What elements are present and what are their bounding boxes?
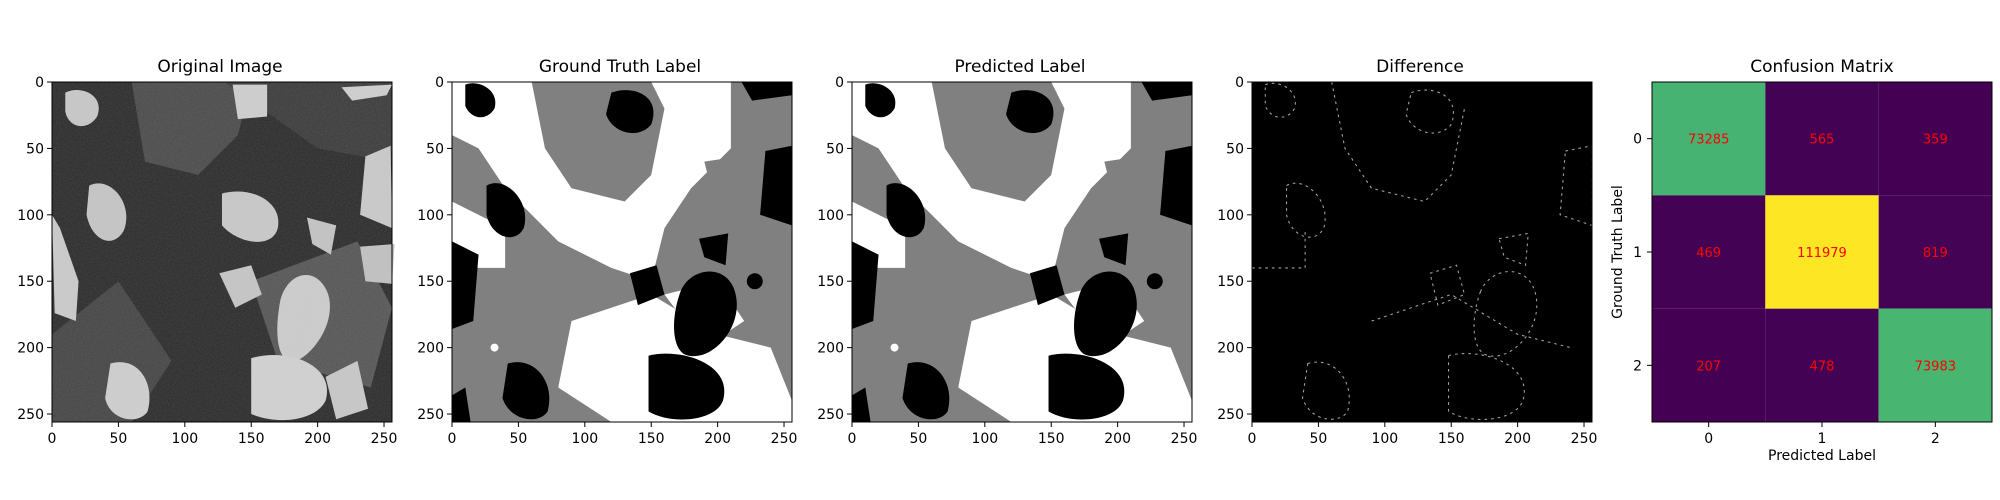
cell-value-label: 73983 <box>1915 359 1956 374</box>
cell-value-label: 469 <box>1696 246 1721 261</box>
y-tick-label: 150 <box>817 274 844 290</box>
x-tick-label: 1 <box>1818 431 1827 447</box>
x-tick-label: 200 <box>1104 431 1131 447</box>
x-tick-label: 150 <box>638 431 665 447</box>
y-tick-label: 0 <box>1235 75 1244 91</box>
heatmap-cell <box>1765 308 1879 422</box>
x-tick-label: 250 <box>1571 431 1598 447</box>
cell-value-label: 73285 <box>1688 133 1729 148</box>
y-tick-label: 250 <box>817 407 844 423</box>
y-tick-label: 0 <box>1633 132 1642 148</box>
y-tick-label: 100 <box>1217 208 1244 224</box>
panel-title-difference: Difference <box>1376 57 1464 77</box>
original-frame <box>51 81 393 423</box>
cell-value-label: 359 <box>1923 133 1948 148</box>
cell-value-label: 478 <box>1810 359 1835 374</box>
y-tick-label: 200 <box>817 341 844 357</box>
difference-frame <box>1251 81 1593 423</box>
x-tick-label: 100 <box>971 431 998 447</box>
y-tick-label: 0 <box>435 75 444 91</box>
y-tick-label: 250 <box>1217 407 1244 423</box>
x-tick-label: 250 <box>1171 431 1198 447</box>
x-tick-label: 0 <box>48 431 57 447</box>
x-tick-label: 100 <box>571 431 598 447</box>
x-tick-label: 200 <box>1504 431 1531 447</box>
panel-predicted: Predicted Label <box>851 57 1193 423</box>
y-tick-label: 250 <box>417 407 444 423</box>
heatmap-cell <box>1878 82 1992 196</box>
y-tick-label: 150 <box>417 274 444 290</box>
x-tick-label: 250 <box>771 431 798 447</box>
y-tick-label: 50 <box>426 141 444 157</box>
y-tick-label: 200 <box>17 341 44 357</box>
y-tick-label: 0 <box>835 75 844 91</box>
heatmap-cell <box>1765 82 1879 196</box>
cell-value-label: 207 <box>1696 359 1721 374</box>
x-tick-label: 150 <box>1438 431 1465 447</box>
y-tick-label: 100 <box>817 208 844 224</box>
panel-title-original: Original Image <box>157 57 282 77</box>
x-tick-label: 100 <box>171 431 198 447</box>
x-tick-label: 250 <box>371 431 398 447</box>
x-tick-label: 150 <box>238 431 265 447</box>
y-tick-label: 100 <box>17 208 44 224</box>
predicted-image <box>852 82 1192 422</box>
y-tick-label: 50 <box>826 141 844 157</box>
y-tick-label: 50 <box>26 141 44 157</box>
panel-title-predicted: Predicted Label <box>954 57 1085 77</box>
y-tick-label: 200 <box>1217 341 1244 357</box>
cell-value-label: 819 <box>1923 246 1948 261</box>
x-tick-label: 50 <box>1309 431 1327 447</box>
heatmap-cell <box>1652 195 1766 309</box>
x-tick-label: 0 <box>848 431 857 447</box>
confusion-matrix-ticks: 0 1 2 0 1 2 <box>1633 132 1940 447</box>
x-tick-label: 2 <box>1931 431 1940 447</box>
ground-truth-image <box>452 82 792 422</box>
y-tick-label: 100 <box>417 208 444 224</box>
y-axis-label: Ground Truth Label <box>1610 185 1626 319</box>
heatmap-cell <box>1765 195 1879 309</box>
y-tick-label: 1 <box>1633 245 1642 261</box>
confusion-matrix-cells: 73285 565 359 469 111979 819 207 478 73983 <box>1652 82 1992 422</box>
x-tick-label: 150 <box>1038 431 1065 447</box>
y-tick-label: 50 <box>1226 141 1244 157</box>
x-tick-label: 200 <box>704 431 731 447</box>
x-axis-label: Predicted Label <box>1768 448 1876 464</box>
heatmap-cell <box>1652 82 1766 196</box>
panel-confusion-matrix: Confusion Matrix 73285 565 359 469 111979 819… <box>1610 57 1993 464</box>
x-tick-label: 50 <box>109 431 127 447</box>
chart-title: Confusion Matrix <box>1750 57 1894 77</box>
y-tick-label: 150 <box>17 274 44 290</box>
ground-truth-frame <box>451 81 793 423</box>
x-tick-label: 200 <box>304 431 331 447</box>
panel-difference: Difference <box>1251 57 1593 423</box>
x-tick-label: 50 <box>509 431 527 447</box>
difference-image <box>1252 81 1593 422</box>
heatmap-cell <box>1878 308 1992 422</box>
cell-value-label: 565 <box>1810 133 1835 148</box>
y-tick-label: 250 <box>17 407 44 423</box>
y-tick-label: 2 <box>1633 358 1642 374</box>
y-tick-label: 0 <box>35 75 44 91</box>
heatmap-cell <box>1878 195 1992 309</box>
panel-ground-truth: Ground Truth Label <box>451 57 793 423</box>
heatmap-cell <box>1652 308 1766 422</box>
cell-value-label: 111979 <box>1797 246 1847 261</box>
x-tick-label: 50 <box>909 431 927 447</box>
predicted-frame <box>851 81 1193 423</box>
y-tick-label: 200 <box>417 341 444 357</box>
x-tick-label: 0 <box>1704 431 1713 447</box>
panel-title-ground-truth: Ground Truth Label <box>539 57 701 77</box>
x-tick-label: 100 <box>1371 431 1398 447</box>
panel-original-image: Original Image <box>51 57 395 423</box>
original-image <box>52 82 395 422</box>
x-tick-label: 0 <box>448 431 457 447</box>
x-tick-label: 0 <box>1248 431 1257 447</box>
y-tick-label: 150 <box>1217 274 1244 290</box>
